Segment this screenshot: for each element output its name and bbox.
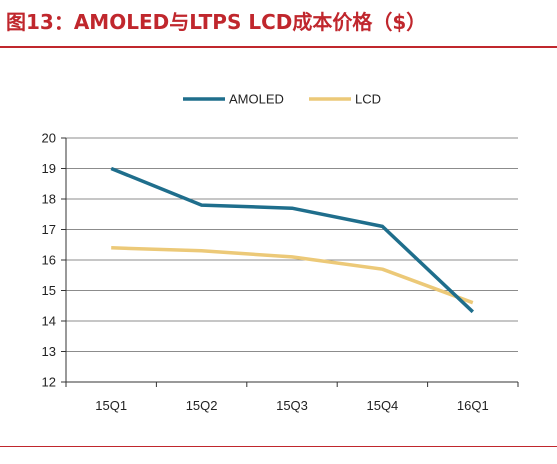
y-axis-ticks: 12 13 14 15 16 17 18 19 20 [42, 131, 56, 390]
y-tick-label-16: 16 [42, 253, 56, 268]
grid-lines [66, 137, 518, 383]
y-tick-label-12: 12 [42, 375, 56, 390]
series-line-lcd [111, 246, 474, 305]
x-axis-ticks: 15Q1 15Q2 15Q3 15Q4 16Q1 [95, 398, 488, 413]
y-tick-label-14: 14 [42, 314, 56, 329]
series-lines [110, 166, 475, 314]
y-tick-label-13: 13 [42, 344, 56, 359]
axes [61, 137, 519, 387]
y-tick-label-17: 17 [42, 222, 56, 237]
legend-label-amoled: AMOLED [229, 92, 284, 107]
y-tick-label-15: 15 [42, 283, 56, 298]
x-tick-label-15Q4: 15Q4 [366, 398, 398, 413]
x-tick-label-15Q2: 15Q2 [186, 398, 218, 413]
bottom-divider [0, 446, 557, 447]
chart-title: 图13：AMOLED与LTPS LCD成本价格（$） [6, 10, 427, 34]
title-divider [0, 46, 557, 48]
legend-label-lcd: LCD [355, 92, 381, 107]
x-tick-label-15Q3: 15Q3 [276, 398, 308, 413]
x-tick-label-15Q1: 15Q1 [95, 398, 127, 413]
x-tick-label-16Q1: 16Q1 [457, 398, 489, 413]
y-tick-label-20: 20 [42, 131, 56, 146]
y-tick-label-19: 19 [42, 161, 56, 176]
series-line-amoled [110, 166, 475, 314]
y-tick-label-18: 18 [42, 192, 56, 207]
legend: AMOLED LCD [183, 92, 381, 107]
